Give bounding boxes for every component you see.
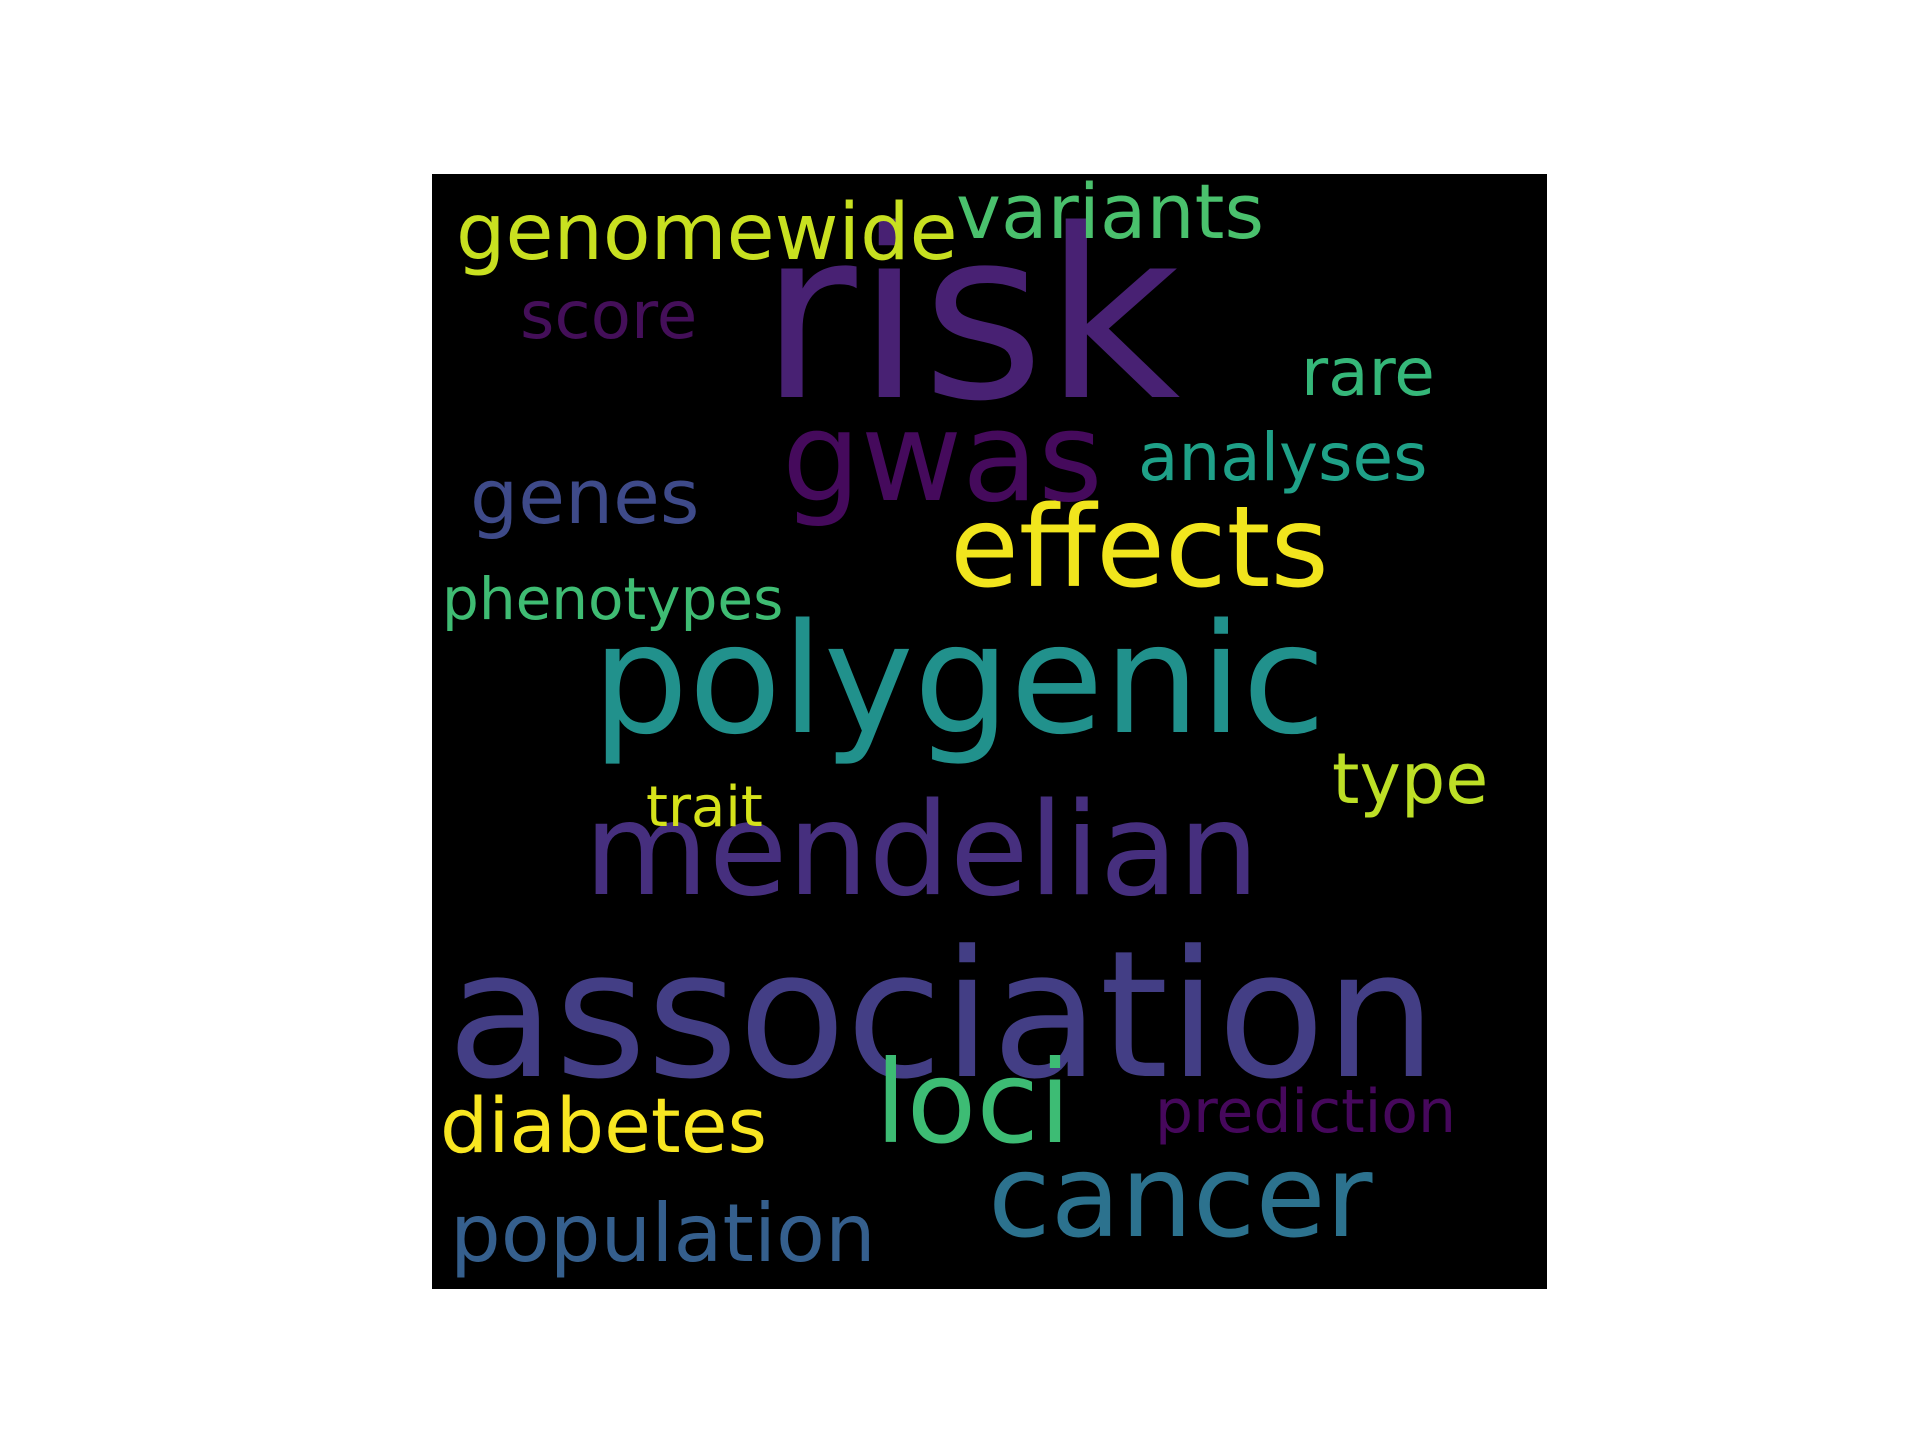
word-effects: effects bbox=[950, 483, 1329, 613]
word-polygenic: polygenic bbox=[592, 591, 1326, 768]
word-cloud: risk association polygenic mendelian eff… bbox=[432, 174, 1547, 1289]
word-population: population bbox=[450, 1187, 876, 1280]
word-type: type bbox=[1332, 738, 1489, 820]
word-diabetes: diabetes bbox=[440, 1081, 768, 1170]
word-association: association bbox=[447, 913, 1437, 1118]
word-cancer: cancer bbox=[988, 1130, 1373, 1263]
word-trait: trait bbox=[646, 775, 763, 840]
word-risk: risk bbox=[760, 180, 1181, 453]
word-analyses: analyses bbox=[1138, 419, 1428, 496]
word-loci: loci bbox=[875, 1036, 1071, 1169]
word-phenotypes: phenotypes bbox=[442, 565, 784, 633]
word-score: score bbox=[520, 277, 698, 354]
word-gwas: gwas bbox=[782, 386, 1103, 530]
word-genomewide: genomewide bbox=[456, 188, 958, 278]
word-mendelian: mendelian bbox=[584, 776, 1260, 925]
word-genes: genes bbox=[470, 452, 700, 541]
word-variants: variants bbox=[956, 174, 1265, 256]
word-prediction: prediction bbox=[1155, 1077, 1457, 1147]
word-rare: rare bbox=[1301, 334, 1435, 411]
